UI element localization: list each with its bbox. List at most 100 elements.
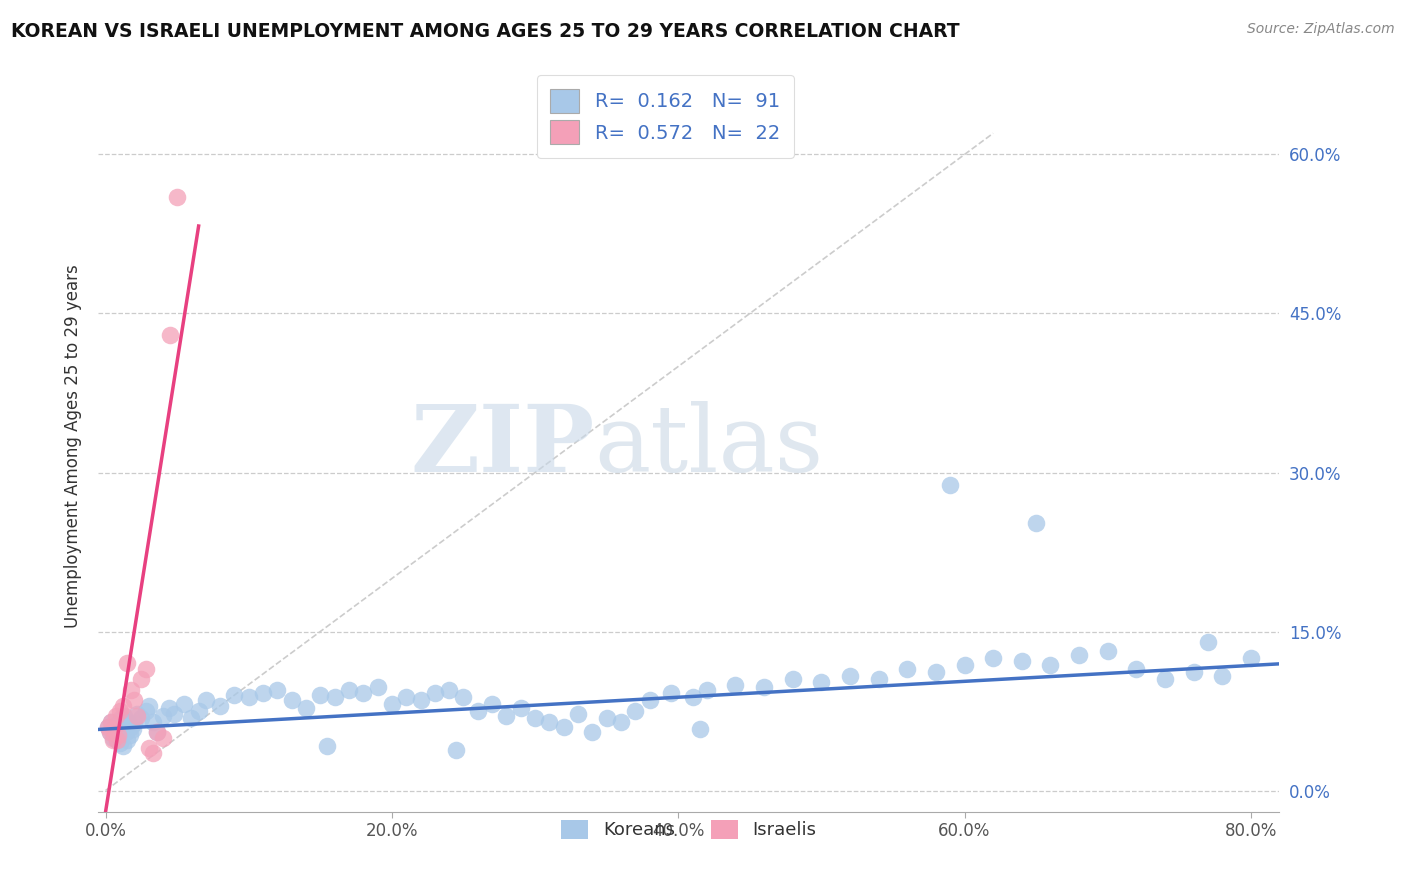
Point xyxy=(266,682,288,697)
Point xyxy=(1097,643,1119,657)
Point xyxy=(868,672,890,686)
Point xyxy=(624,704,647,718)
Point xyxy=(437,682,460,697)
Point xyxy=(101,732,124,747)
Point xyxy=(1025,516,1047,531)
Point xyxy=(381,697,404,711)
Point xyxy=(138,698,160,713)
Point xyxy=(138,741,160,756)
Point xyxy=(696,682,718,697)
Point xyxy=(103,722,125,736)
Point xyxy=(98,725,121,739)
Point xyxy=(111,698,134,713)
Point xyxy=(146,725,169,739)
Point xyxy=(509,701,531,715)
Point xyxy=(135,704,157,718)
Point xyxy=(114,725,136,739)
Point xyxy=(101,731,124,745)
Point xyxy=(724,677,747,691)
Point xyxy=(367,680,389,694)
Point xyxy=(100,714,122,729)
Text: atlas: atlas xyxy=(595,401,824,491)
Point xyxy=(173,697,195,711)
Point xyxy=(142,714,165,729)
Point xyxy=(352,686,374,700)
Point xyxy=(553,720,575,734)
Point xyxy=(238,690,260,705)
Point xyxy=(495,709,517,723)
Point xyxy=(105,732,128,747)
Point xyxy=(453,690,475,705)
Point xyxy=(939,478,962,492)
Point xyxy=(159,327,181,342)
Point xyxy=(423,686,446,700)
Point xyxy=(224,688,246,702)
Point xyxy=(595,711,617,725)
Point xyxy=(107,728,129,742)
Legend: Koreans, Israelis: Koreans, Israelis xyxy=(547,805,831,854)
Point xyxy=(659,686,682,700)
Point xyxy=(395,690,418,705)
Point xyxy=(152,709,174,723)
Point xyxy=(1039,658,1062,673)
Point xyxy=(121,722,143,736)
Point xyxy=(108,704,131,718)
Point xyxy=(97,720,120,734)
Point xyxy=(112,709,135,723)
Point xyxy=(122,693,145,707)
Point xyxy=(638,693,661,707)
Point xyxy=(280,693,302,707)
Point xyxy=(152,731,174,745)
Point xyxy=(953,658,976,673)
Point xyxy=(131,711,153,725)
Text: Source: ZipAtlas.com: Source: ZipAtlas.com xyxy=(1247,22,1395,37)
Point xyxy=(142,747,165,761)
Point xyxy=(689,722,711,736)
Point xyxy=(1011,654,1033,668)
Point xyxy=(538,714,561,729)
Point xyxy=(125,707,148,722)
Point xyxy=(120,720,142,734)
Point xyxy=(125,709,148,723)
Point xyxy=(118,728,141,742)
Point xyxy=(209,698,232,713)
Text: ZIP: ZIP xyxy=(411,401,595,491)
Point xyxy=(925,665,948,679)
Point xyxy=(104,718,127,732)
Point xyxy=(108,736,131,750)
Point xyxy=(131,672,153,686)
Point xyxy=(135,662,157,676)
Point xyxy=(316,739,339,753)
Point xyxy=(839,669,862,683)
Point xyxy=(295,701,318,715)
Point xyxy=(104,709,127,723)
Point xyxy=(166,190,188,204)
Point xyxy=(610,714,633,729)
Point xyxy=(120,682,142,697)
Point xyxy=(567,707,589,722)
Point xyxy=(581,725,603,739)
Point xyxy=(115,732,138,747)
Point xyxy=(117,714,139,729)
Point xyxy=(896,662,918,676)
Point xyxy=(187,704,209,718)
Point xyxy=(309,688,332,702)
Point xyxy=(97,720,120,734)
Point xyxy=(323,690,346,705)
Point xyxy=(105,732,128,747)
Point xyxy=(782,672,804,686)
Point xyxy=(111,739,134,753)
Point xyxy=(1067,648,1090,662)
Point xyxy=(163,707,186,722)
Point xyxy=(110,711,132,725)
Point xyxy=(194,693,217,707)
Point xyxy=(524,711,547,725)
Point xyxy=(98,725,121,739)
Point xyxy=(146,725,169,739)
Point xyxy=(103,722,125,736)
Point xyxy=(467,704,489,718)
Point xyxy=(100,714,122,729)
Point xyxy=(115,657,138,671)
Point xyxy=(481,697,503,711)
Point xyxy=(252,686,274,700)
